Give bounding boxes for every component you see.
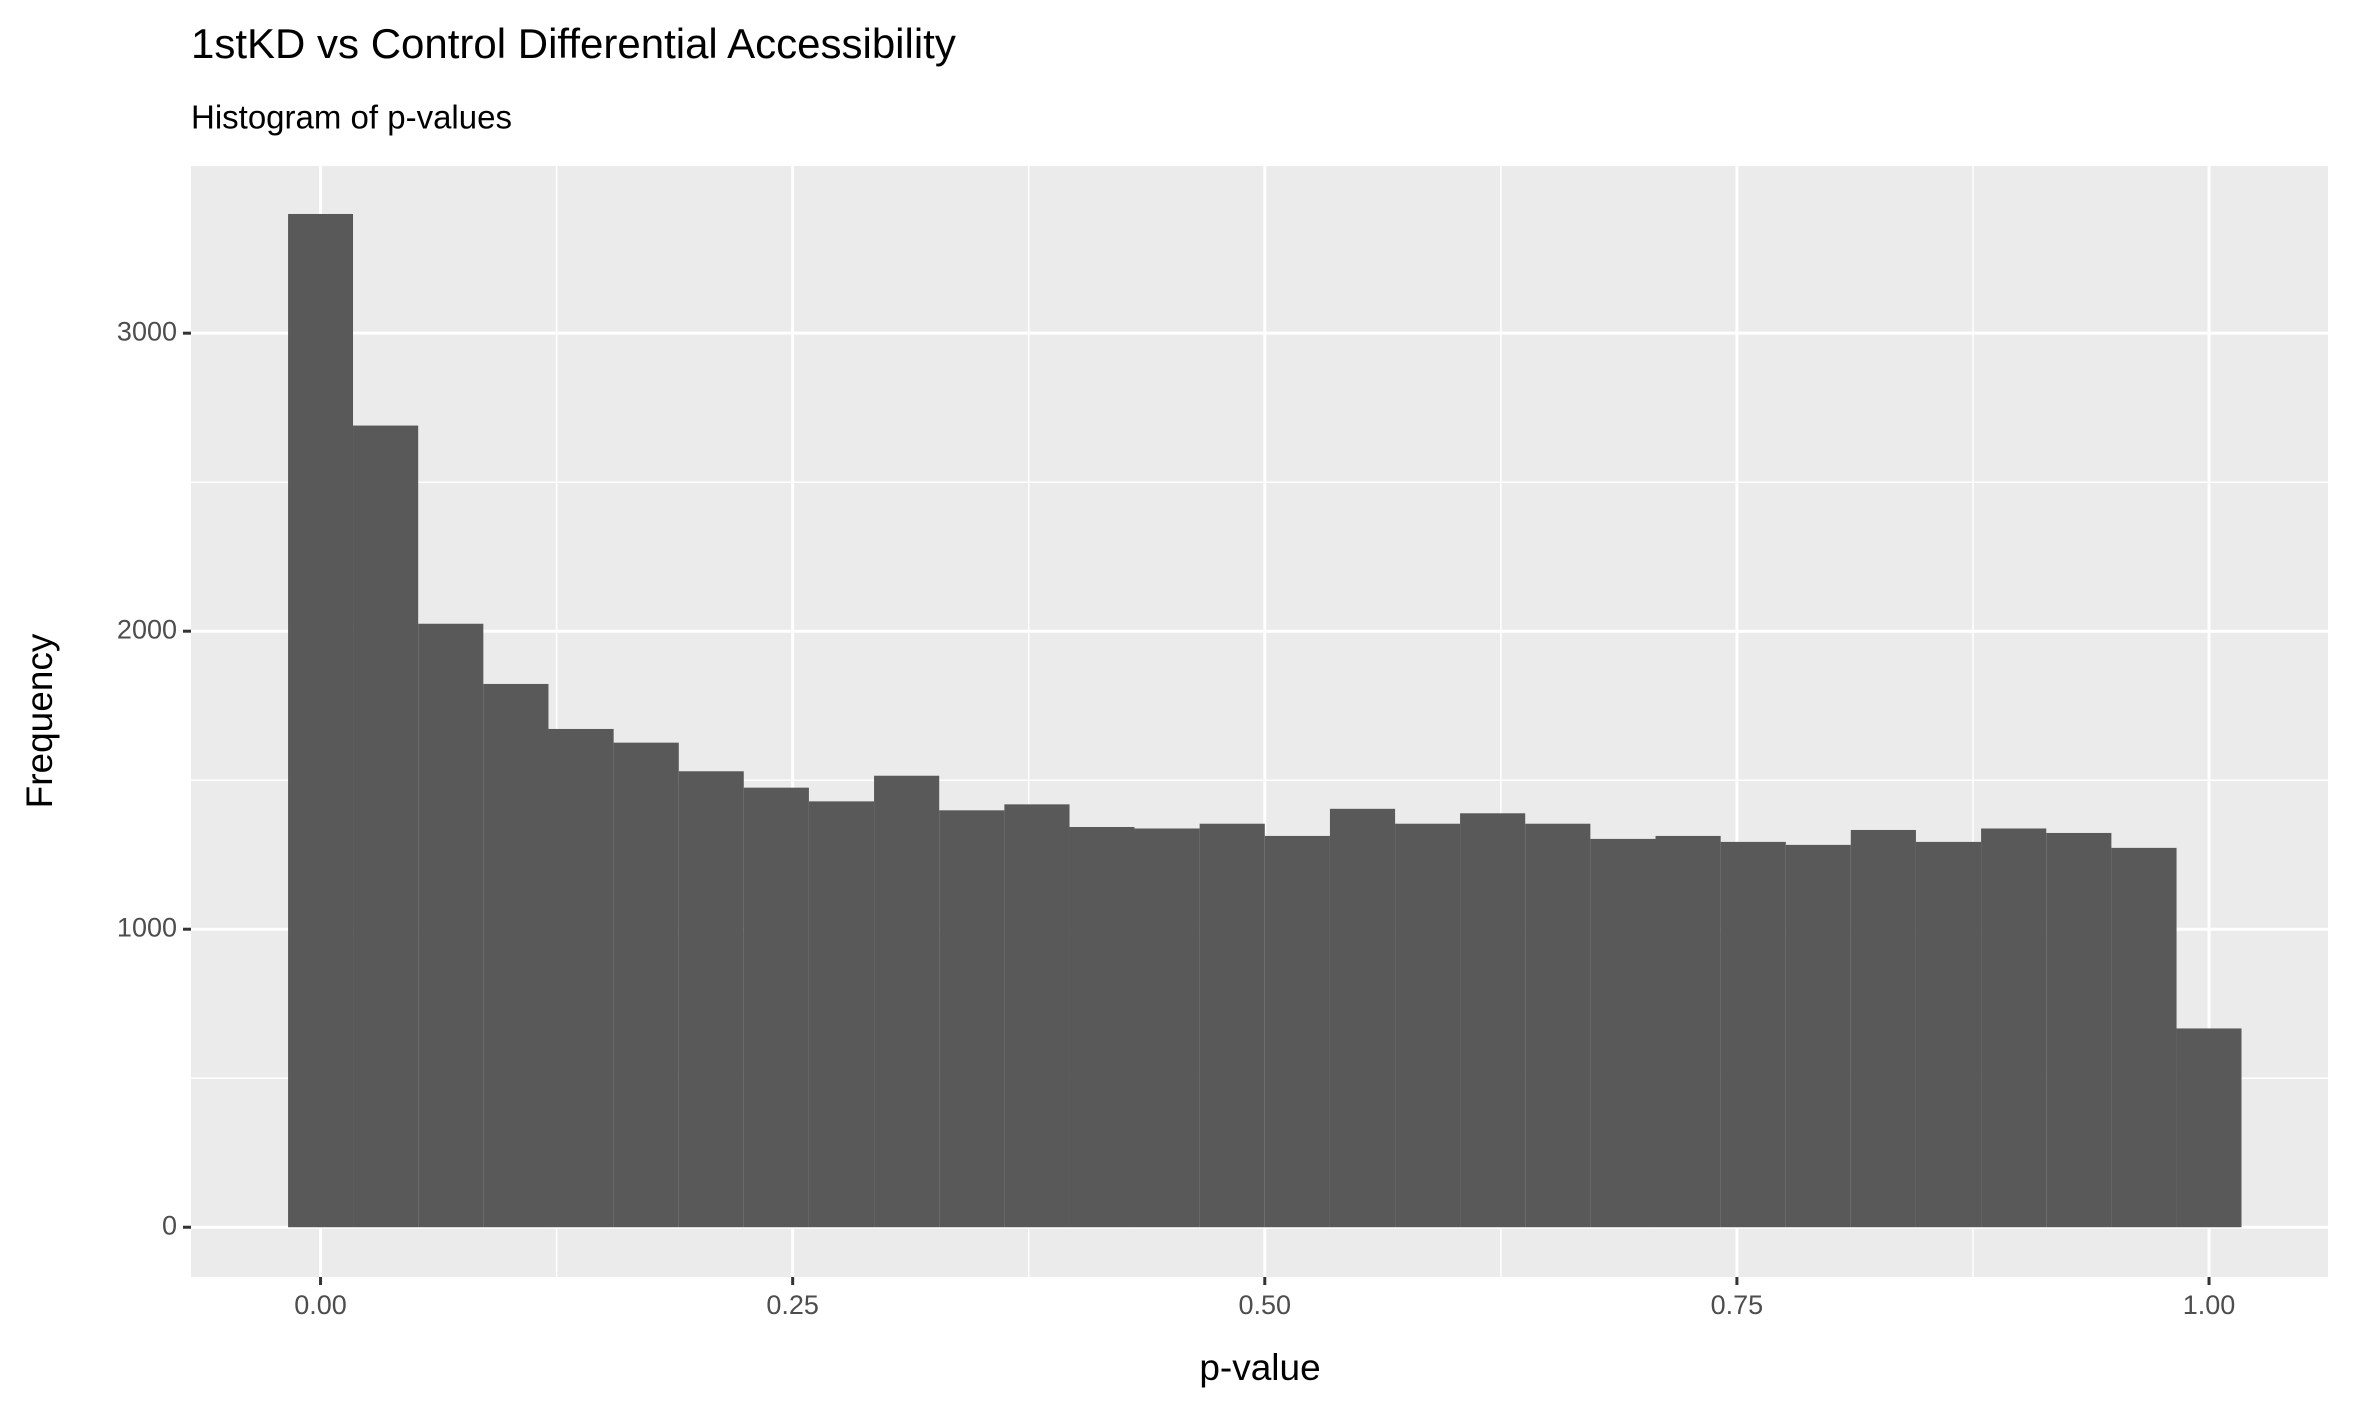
- bar: [1329, 808, 1396, 1228]
- bar: [613, 742, 679, 1228]
- y-tick-label: 0: [162, 1210, 177, 1240]
- bar: [678, 771, 744, 1228]
- bar: [483, 683, 549, 1228]
- y-tick-label: 2000: [117, 614, 177, 644]
- bar: [1590, 838, 1656, 1228]
- bar: [1460, 813, 1526, 1228]
- bar: [1785, 844, 1851, 1228]
- x-tick-label: 0.75: [1711, 1290, 1764, 1320]
- chart-title: 1stKD vs Control Differential Accessibil…: [191, 20, 956, 67]
- bar: [1395, 823, 1461, 1228]
- bar: [1134, 828, 1200, 1228]
- bar: [743, 787, 809, 1228]
- bar: [1655, 835, 1721, 1228]
- bar: [1525, 823, 1591, 1228]
- x-tick-label: 0.00: [294, 1290, 347, 1320]
- bar: [2111, 847, 2177, 1228]
- bar: [808, 801, 875, 1228]
- x-axis-label: p-value: [1199, 1347, 1320, 1388]
- bar: [1264, 835, 1330, 1228]
- bar: [1004, 804, 1070, 1228]
- bar: [1720, 841, 1786, 1228]
- bar: [548, 728, 614, 1228]
- y-tick-label: 3000: [117, 316, 177, 346]
- bar: [1069, 826, 1135, 1228]
- bar: [1915, 841, 1982, 1228]
- y-axis-label: Frequency: [19, 633, 60, 808]
- bar: [939, 810, 1005, 1228]
- bar: [1981, 828, 2047, 1228]
- x-tick-label: 1.00: [2183, 1290, 2236, 1320]
- bar: [874, 775, 940, 1228]
- bar: [1199, 823, 1265, 1228]
- chart-subtitle: Histogram of p-values: [191, 99, 512, 136]
- bar: [353, 425, 419, 1228]
- x-tick-label: 0.50: [1239, 1290, 1292, 1320]
- bar: [1850, 829, 1916, 1228]
- bar: [2176, 1028, 2242, 1228]
- y-tick-label: 1000: [117, 912, 177, 942]
- bar: [288, 213, 354, 1228]
- bar: [418, 623, 484, 1228]
- x-tick-label: 0.25: [766, 1290, 819, 1320]
- bar: [2046, 832, 2112, 1228]
